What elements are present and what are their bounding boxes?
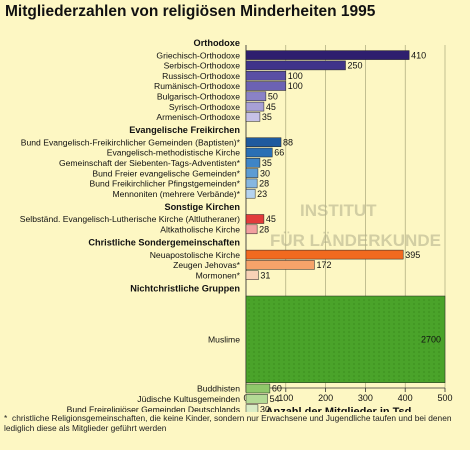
x-axis-label: Anzahl der Mitglieder in Tsd. bbox=[266, 406, 415, 412]
category-label: Bund Freikirchlicher Pfingstgemeinden* bbox=[90, 179, 241, 189]
data-label: 35 bbox=[262, 112, 272, 122]
watermark-text-line: FÜR LÄNDERKUNDE bbox=[270, 231, 441, 250]
bar bbox=[245, 60, 346, 71]
category-label: Mormonen* bbox=[196, 270, 241, 280]
bar bbox=[245, 70, 287, 81]
footnote: * christliche Religionsgemeinschaften, di… bbox=[4, 413, 464, 433]
bar bbox=[245, 91, 267, 102]
data-label: 2700 bbox=[421, 334, 441, 344]
data-label: 100 bbox=[288, 81, 303, 91]
x-tick-label: 400 bbox=[398, 393, 413, 403]
bar-chart: 0100200300400500Anzahl der Mitglieder in… bbox=[20, 38, 453, 412]
data-label: 28 bbox=[259, 179, 269, 189]
category-label: Bund Freireligiöser Gemeinden Deutschlan… bbox=[67, 404, 240, 412]
bar bbox=[245, 178, 258, 189]
group-heading: Nichtchristliche Gruppen bbox=[130, 283, 240, 293]
category-label: Muslime bbox=[208, 334, 240, 344]
data-label: 410 bbox=[411, 50, 426, 60]
bar bbox=[245, 112, 261, 122]
bar bbox=[245, 383, 271, 394]
data-label: 23 bbox=[257, 189, 267, 199]
bar bbox=[245, 50, 410, 60]
data-label: 31 bbox=[260, 270, 270, 280]
bar bbox=[245, 224, 258, 235]
bar bbox=[245, 147, 273, 158]
watermark-text-line: INSTITUT bbox=[300, 201, 377, 220]
bar bbox=[245, 137, 282, 147]
category-label: Bund Evangelisch-Freikirchlicher Gemeind… bbox=[21, 137, 241, 147]
data-label: 30 bbox=[260, 168, 270, 178]
bar bbox=[245, 404, 259, 412]
category-label: Armenisch-Orthodoxe bbox=[156, 112, 240, 122]
category-label: Selbständ. Evangelisch-Lutherische Kirch… bbox=[20, 214, 240, 224]
group-heading: Christliche Sondergemeinschaften bbox=[88, 238, 240, 248]
data-label: 250 bbox=[348, 61, 363, 71]
bar bbox=[245, 295, 446, 383]
data-label: 45 bbox=[266, 102, 276, 112]
data-label: 30 bbox=[260, 404, 270, 412]
bar bbox=[245, 101, 265, 112]
category-label: Gemeinschaft der Siebenten-Tags-Adventis… bbox=[59, 158, 241, 168]
group-heading: Sonstige Kirchen bbox=[164, 202, 240, 212]
chart-title: Mitgliederzahlen von religiösen Minderhe… bbox=[5, 3, 376, 20]
data-label: 35 bbox=[262, 158, 272, 168]
category-label: Neuapostolische Kirche bbox=[150, 250, 241, 260]
category-label: Mennoniten (mehrere Verbände)* bbox=[112, 189, 240, 199]
category-label: Zeugen Jehovas* bbox=[173, 260, 241, 270]
data-label: 395 bbox=[405, 250, 420, 260]
group-heading: Evangelische Freikirchen bbox=[129, 125, 240, 135]
x-tick-label: 500 bbox=[437, 393, 452, 403]
category-label: Buddhisten bbox=[197, 384, 240, 394]
category-label: Russisch-Orthodoxe bbox=[162, 71, 240, 81]
x-tick-label: 300 bbox=[358, 393, 373, 403]
bar bbox=[245, 81, 287, 91]
bar bbox=[245, 158, 261, 168]
data-label: 172 bbox=[316, 260, 331, 270]
bar bbox=[245, 168, 259, 178]
bar bbox=[245, 260, 315, 270]
x-tick-label: 100 bbox=[278, 393, 293, 403]
category-label: Bulgarisch-Orthodoxe bbox=[157, 92, 240, 102]
data-label: 100 bbox=[288, 71, 303, 81]
data-label: 54 bbox=[269, 394, 279, 404]
data-label: 66 bbox=[274, 148, 284, 158]
footnote-text: christliche Religionsgemeinschaften, die… bbox=[4, 413, 452, 433]
category-label: Altkatholische Kirche bbox=[160, 225, 240, 235]
bar bbox=[245, 188, 256, 199]
group-heading: Orthodoxe bbox=[194, 38, 240, 48]
category-label: Serbisch-Orthodoxe bbox=[164, 61, 241, 71]
bar bbox=[245, 214, 265, 224]
category-label: Evangelisch-methodistische Kirche bbox=[107, 148, 240, 158]
category-label: Bund Freier evangelische Gemeinden* bbox=[92, 168, 240, 178]
data-label: 28 bbox=[259, 225, 269, 235]
x-tick-label: 200 bbox=[318, 393, 333, 403]
data-label: 88 bbox=[283, 137, 293, 147]
data-label: 45 bbox=[266, 214, 276, 224]
category-label: Syrisch-Orthodoxe bbox=[169, 102, 240, 112]
footnote-marker: * bbox=[4, 413, 8, 423]
bar bbox=[245, 249, 404, 260]
category-label: Jüdische Kultusgemeinden bbox=[137, 394, 240, 404]
category-label: Rumänisch-Orthodoxe bbox=[154, 81, 240, 91]
data-label: 60 bbox=[272, 384, 282, 394]
data-label: 50 bbox=[268, 92, 278, 102]
bar bbox=[245, 394, 268, 404]
category-label: Griechisch-Orthodoxe bbox=[156, 50, 240, 60]
bar bbox=[245, 270, 259, 280]
